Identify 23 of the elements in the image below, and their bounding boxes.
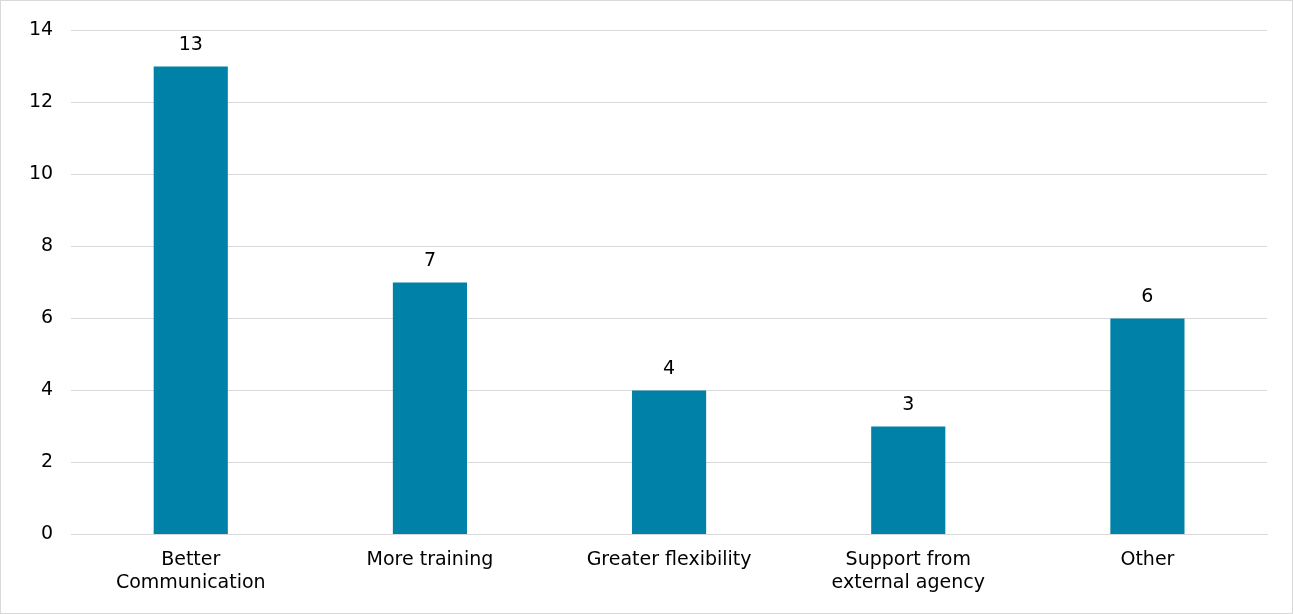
data-label: 13	[178, 31, 203, 54]
data-label: 3	[902, 391, 915, 414]
y-tick-label: 2	[41, 449, 54, 472]
y-tick-label: 0	[41, 521, 54, 544]
data-label: 6	[1141, 283, 1154, 306]
bar	[392, 282, 467, 534]
data-label: 7	[423, 247, 436, 270]
y-tick-label: 4	[41, 377, 54, 400]
x-tick-label: More training	[366, 546, 494, 569]
y-tick-label: 12	[28, 89, 54, 112]
x-tick-label: Other	[1120, 546, 1175, 569]
x-tick-label: Greater flexibility	[586, 546, 752, 569]
x-tick-label: Support from external agency	[831, 546, 985, 592]
bar	[871, 426, 946, 534]
data-label: 4	[663, 355, 676, 378]
bar	[632, 390, 707, 534]
bar	[1110, 318, 1185, 534]
y-tick-label: 14	[28, 17, 54, 40]
bar	[153, 66, 228, 534]
y-tick-label: 10	[28, 161, 54, 184]
x-tick-label: Better Communication	[115, 546, 266, 592]
y-tick-label: 6	[41, 305, 54, 328]
y-tick-label: 8	[41, 233, 54, 256]
